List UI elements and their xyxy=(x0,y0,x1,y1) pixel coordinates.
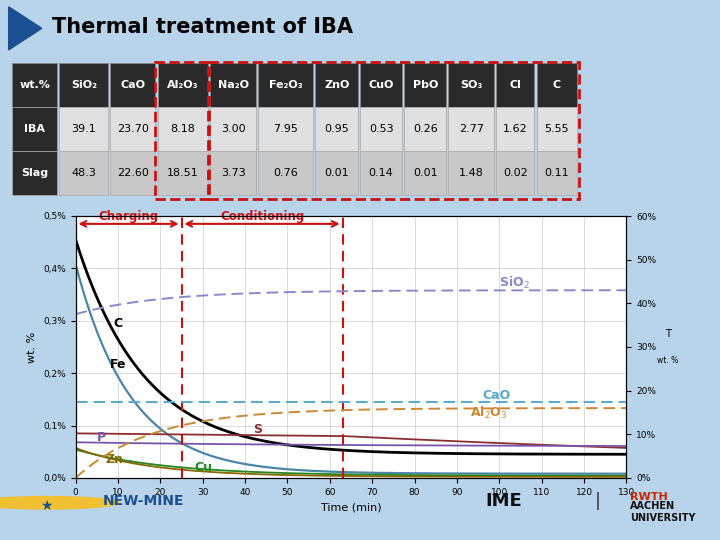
FancyBboxPatch shape xyxy=(404,107,446,151)
Text: CaO: CaO xyxy=(120,80,145,90)
Text: 8.18: 8.18 xyxy=(171,124,196,134)
Text: Slag: Slag xyxy=(21,167,48,178)
Text: 7.95: 7.95 xyxy=(274,124,298,134)
Text: Charging: Charging xyxy=(99,210,158,222)
Text: 3.00: 3.00 xyxy=(221,124,246,134)
Text: P: P xyxy=(96,431,106,444)
Text: 48.3: 48.3 xyxy=(71,167,96,178)
Text: 0.01: 0.01 xyxy=(325,167,349,178)
FancyBboxPatch shape xyxy=(536,151,577,194)
Text: CuO: CuO xyxy=(369,80,394,90)
FancyBboxPatch shape xyxy=(360,107,402,151)
Text: 0.01: 0.01 xyxy=(413,167,438,178)
Text: Na₂O: Na₂O xyxy=(218,80,249,90)
FancyBboxPatch shape xyxy=(59,107,108,151)
FancyBboxPatch shape xyxy=(315,151,358,194)
Text: SiO$_2$: SiO$_2$ xyxy=(499,275,530,291)
Text: Al$_2$O$_3$: Al$_2$O$_3$ xyxy=(469,405,508,421)
Text: 0.02: 0.02 xyxy=(503,167,528,178)
Text: Thermal treatment of IBA: Thermal treatment of IBA xyxy=(52,17,353,37)
Text: SO₃: SO₃ xyxy=(460,80,482,90)
Text: C: C xyxy=(114,317,123,330)
FancyBboxPatch shape xyxy=(360,151,402,194)
Polygon shape xyxy=(9,7,42,50)
Text: 0.11: 0.11 xyxy=(544,167,570,178)
Text: IME: IME xyxy=(485,492,523,510)
Text: 0.26: 0.26 xyxy=(413,124,438,134)
FancyBboxPatch shape xyxy=(12,151,57,194)
FancyBboxPatch shape xyxy=(210,63,256,107)
Text: CaO: CaO xyxy=(482,389,510,402)
FancyBboxPatch shape xyxy=(448,107,494,151)
Text: Cl: Cl xyxy=(510,80,521,90)
Text: 0.14: 0.14 xyxy=(369,167,394,178)
FancyBboxPatch shape xyxy=(360,63,402,107)
FancyBboxPatch shape xyxy=(258,107,313,151)
Text: PbO: PbO xyxy=(413,80,438,90)
Text: IBA: IBA xyxy=(24,124,45,134)
Circle shape xyxy=(0,497,119,509)
FancyBboxPatch shape xyxy=(12,107,57,151)
Text: 18.51: 18.51 xyxy=(167,167,199,178)
FancyBboxPatch shape xyxy=(109,107,156,151)
Text: T: T xyxy=(665,329,670,339)
FancyBboxPatch shape xyxy=(158,63,208,107)
Text: Cu: Cu xyxy=(194,461,212,474)
Text: 39.1: 39.1 xyxy=(71,124,96,134)
Text: NEW-MINE: NEW-MINE xyxy=(103,495,185,509)
Text: 23.70: 23.70 xyxy=(117,124,149,134)
Text: ★: ★ xyxy=(40,499,53,513)
Text: 0.95: 0.95 xyxy=(325,124,349,134)
FancyBboxPatch shape xyxy=(210,107,256,151)
Text: 0.53: 0.53 xyxy=(369,124,393,134)
FancyBboxPatch shape xyxy=(59,63,108,107)
Text: 1.48: 1.48 xyxy=(459,167,484,178)
Text: 3.73: 3.73 xyxy=(221,167,246,178)
FancyBboxPatch shape xyxy=(158,151,208,194)
Text: ZnO: ZnO xyxy=(324,80,350,90)
FancyBboxPatch shape xyxy=(496,151,534,194)
Text: 1.62: 1.62 xyxy=(503,124,528,134)
FancyBboxPatch shape xyxy=(158,107,208,151)
FancyBboxPatch shape xyxy=(404,151,446,194)
Text: 0.76: 0.76 xyxy=(274,167,298,178)
Y-axis label: wt. %: wt. % xyxy=(27,332,37,362)
Text: wt.%: wt.% xyxy=(19,80,50,90)
Text: 5.55: 5.55 xyxy=(544,124,570,134)
FancyBboxPatch shape xyxy=(59,151,108,194)
FancyBboxPatch shape xyxy=(448,151,494,194)
Text: Al₂O₃: Al₂O₃ xyxy=(167,80,199,90)
Text: Fe₂O₃: Fe₂O₃ xyxy=(269,80,303,90)
FancyBboxPatch shape xyxy=(109,63,156,107)
Text: Conditioning: Conditioning xyxy=(220,210,304,222)
FancyBboxPatch shape xyxy=(536,107,577,151)
X-axis label: Time (min): Time (min) xyxy=(320,502,382,512)
FancyBboxPatch shape xyxy=(536,63,577,107)
FancyBboxPatch shape xyxy=(315,63,358,107)
FancyBboxPatch shape xyxy=(496,63,534,107)
Text: Fe: Fe xyxy=(109,357,126,371)
Text: S: S xyxy=(253,423,263,436)
FancyBboxPatch shape xyxy=(496,107,534,151)
FancyBboxPatch shape xyxy=(404,63,446,107)
Text: 2.77: 2.77 xyxy=(459,124,484,134)
FancyBboxPatch shape xyxy=(315,107,358,151)
FancyBboxPatch shape xyxy=(12,63,57,107)
FancyBboxPatch shape xyxy=(109,151,156,194)
Text: AACHEN
UNIVERSITY: AACHEN UNIVERSITY xyxy=(630,501,696,523)
Text: RWTH: RWTH xyxy=(630,491,667,502)
Text: SiO₂: SiO₂ xyxy=(71,80,96,90)
Text: wt. %: wt. % xyxy=(657,355,678,364)
FancyBboxPatch shape xyxy=(448,63,494,107)
Text: 22.60: 22.60 xyxy=(117,167,149,178)
FancyBboxPatch shape xyxy=(258,63,313,107)
Text: C: C xyxy=(553,80,561,90)
Text: Zn: Zn xyxy=(105,453,123,465)
FancyBboxPatch shape xyxy=(210,151,256,194)
FancyBboxPatch shape xyxy=(258,151,313,194)
Text: |: | xyxy=(595,492,600,510)
